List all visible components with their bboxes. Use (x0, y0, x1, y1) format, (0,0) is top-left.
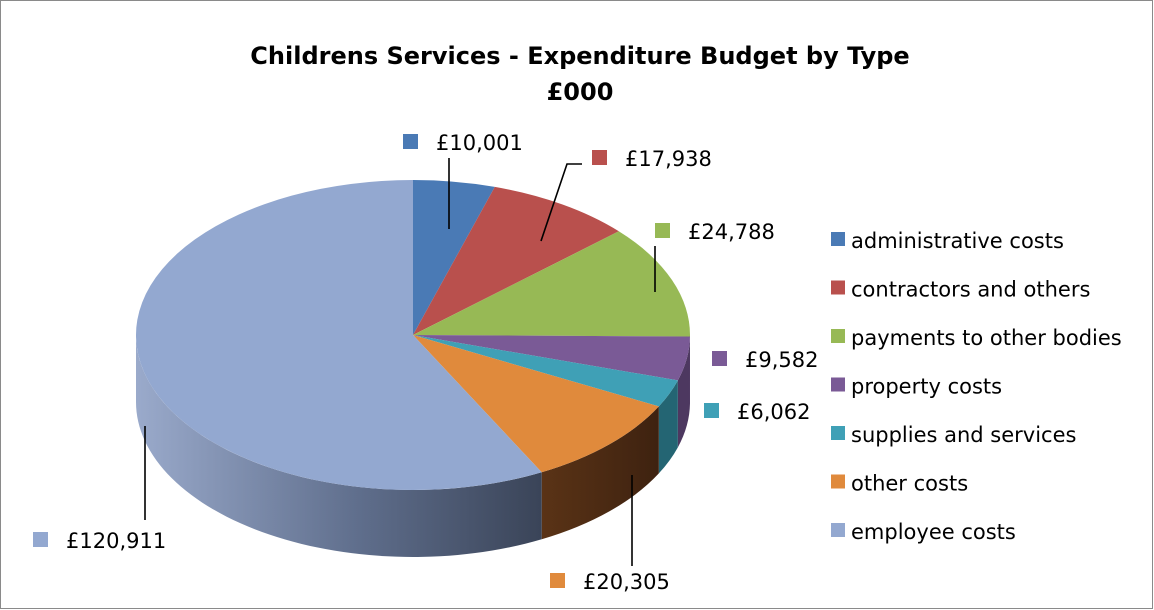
pie-side-other-costs (541, 406, 659, 540)
pie-slice-property-costs (413, 335, 690, 381)
legend-swatch (831, 474, 845, 489)
data-label: £120,911 (66, 529, 166, 553)
legend-entry: property costs (851, 375, 1002, 399)
legend-swatch (831, 280, 845, 295)
legend-swatch (831, 523, 845, 537)
data-label: £9,582 (745, 348, 818, 372)
data-label-key (712, 351, 727, 366)
leader-lines (144, 158, 656, 566)
chart-title-line2: £000 (547, 78, 614, 106)
legend: administrative costs contractors and othe… (831, 229, 1122, 544)
leader-line (540, 163, 582, 242)
data-label: £24,788 (688, 220, 775, 244)
pie-slices (135, 180, 690, 490)
data-label-key (592, 150, 607, 165)
pie-slice-administrative-costs (413, 180, 495, 335)
legend-swatch (831, 426, 845, 440)
legend-entry: employee costs (851, 520, 1016, 544)
pie-slice-employee-costs (135, 180, 542, 490)
legend-swatch (831, 232, 845, 246)
data-label-key (33, 532, 48, 547)
legend-swatch (831, 329, 845, 343)
pie-sides (136, 335, 690, 557)
legend-entry: administrative costs (851, 229, 1064, 253)
data-label: £6,062 (737, 400, 810, 424)
legend-entry: other costs (851, 472, 968, 496)
data-label: £10,001 (436, 131, 523, 155)
legend-entry: supplies and services (851, 423, 1076, 447)
pie-side-employee-costs (136, 335, 542, 557)
pie-slice-supplies-and-services (413, 335, 678, 407)
pie-side-supplies-and-services (658, 380, 678, 474)
data-label-key (403, 134, 418, 149)
pie-slice-contractors-and-others (413, 186, 619, 335)
data-label-key (655, 223, 670, 238)
legend-entry: contractors and others (851, 278, 1090, 302)
pie-slice-payments-to-other-bodies (413, 231, 690, 337)
chart-title-line1: Childrens Services - Expenditure Budget … (250, 42, 909, 70)
legend-swatch (831, 377, 845, 392)
data-label: £20,305 (583, 570, 670, 594)
legend-entry: payments to other bodies (851, 326, 1122, 350)
pie-side-property-costs (677, 336, 690, 448)
data-label-key (550, 573, 565, 588)
data-labels: £10,001 £17,938 £24,788 £9,582 £6,062 £20,305… (33, 131, 818, 594)
data-label: £17,938 (625, 147, 712, 171)
pie-slice-other-costs (413, 335, 659, 473)
data-label-key (704, 403, 719, 418)
